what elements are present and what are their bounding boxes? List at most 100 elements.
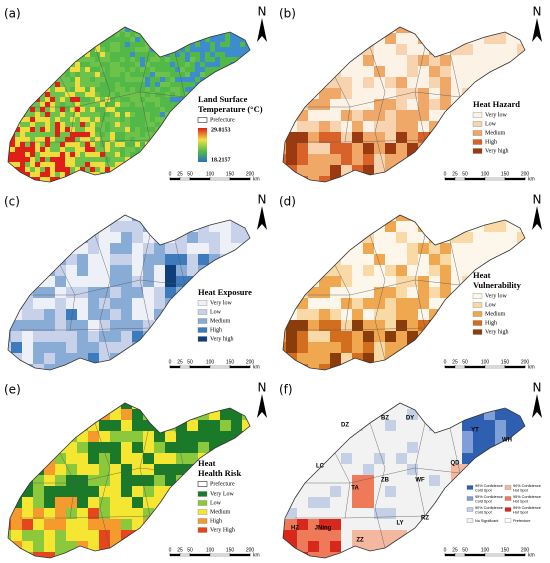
map-cell xyxy=(80,62,86,68)
map-cell xyxy=(352,33,364,45)
map-cell xyxy=(297,475,309,487)
map-cell xyxy=(363,215,375,222)
map-cell xyxy=(88,215,100,222)
map-cell xyxy=(451,66,463,78)
map-cell xyxy=(319,44,331,56)
map-cell xyxy=(175,32,181,38)
map-cell xyxy=(190,157,196,163)
north-arrow xyxy=(532,206,542,230)
map-cell xyxy=(319,132,331,144)
map-cell xyxy=(250,62,255,67)
map-cell xyxy=(176,254,188,266)
map-cell xyxy=(297,121,309,133)
map-cell xyxy=(20,57,26,63)
map-cell xyxy=(80,172,86,178)
map-cell xyxy=(110,177,116,182)
map-cell xyxy=(451,320,463,332)
map-cell xyxy=(230,27,236,33)
map-cell xyxy=(418,254,430,266)
map-cell xyxy=(55,403,67,410)
map-cell xyxy=(195,57,201,63)
map-cell xyxy=(374,132,386,144)
map-cell xyxy=(230,32,236,38)
map-cell xyxy=(8,47,11,53)
map-cell xyxy=(105,137,111,143)
map-cell xyxy=(484,27,496,34)
map-cell xyxy=(440,243,452,255)
map-cell xyxy=(20,42,26,48)
map-cell xyxy=(88,508,100,520)
legend-label: Medium xyxy=(210,509,231,515)
map-cell xyxy=(105,122,111,128)
map-cell xyxy=(125,157,131,163)
scale-unit: km xyxy=(528,176,535,182)
map-cell xyxy=(35,72,41,78)
map-cell xyxy=(110,265,122,277)
map-cell xyxy=(235,137,241,143)
map-cell xyxy=(352,486,364,498)
panel-label: (b) xyxy=(279,7,296,21)
map-cell xyxy=(242,552,250,558)
map-cell xyxy=(80,157,86,163)
map-cell xyxy=(99,353,111,365)
province-outline xyxy=(282,402,526,559)
map-cell xyxy=(231,508,243,520)
map-cell xyxy=(25,72,31,78)
map-cell xyxy=(33,276,45,288)
map-cell xyxy=(308,497,320,509)
map-cell xyxy=(363,409,375,421)
map-cell xyxy=(150,57,156,63)
map-cell xyxy=(20,137,26,143)
map-cell xyxy=(55,298,67,310)
map-cell xyxy=(30,27,36,33)
map-cell xyxy=(40,152,46,158)
map-cell xyxy=(0,117,5,122)
map-cell xyxy=(132,342,144,354)
map-cell xyxy=(135,147,141,153)
map-cell xyxy=(283,33,287,45)
map-cell xyxy=(176,309,188,321)
map-cell xyxy=(140,157,146,163)
map-cell xyxy=(429,453,441,465)
map-cell xyxy=(132,497,144,509)
map-cell xyxy=(363,320,375,332)
map-cell xyxy=(352,66,364,78)
map-cell xyxy=(341,497,353,509)
map-cell xyxy=(180,127,186,133)
map-cell xyxy=(374,420,386,432)
map-cell xyxy=(70,112,76,118)
map-cell xyxy=(40,27,46,33)
map-cell xyxy=(283,110,287,122)
map-cell xyxy=(0,152,5,157)
map-cell xyxy=(115,127,121,133)
map-cell xyxy=(55,67,61,73)
map-cell xyxy=(0,177,5,182)
map-cell xyxy=(506,221,518,233)
map-cell xyxy=(528,265,539,276)
map-cell xyxy=(85,152,91,158)
map-cell xyxy=(165,37,171,43)
map-cell xyxy=(374,176,386,182)
map-cell xyxy=(528,276,539,287)
map-cell xyxy=(70,157,76,163)
map-cell xyxy=(70,97,76,103)
map-cell xyxy=(484,44,496,56)
map-cell xyxy=(165,508,177,520)
map-cell xyxy=(135,92,141,98)
map-cell xyxy=(451,176,463,182)
map-cell xyxy=(143,442,155,454)
map-cell xyxy=(250,157,255,162)
map-cell xyxy=(80,122,86,128)
map-cell xyxy=(319,475,331,487)
map-cell xyxy=(50,137,56,143)
map-cell xyxy=(253,276,264,287)
map-cell xyxy=(105,37,111,43)
map-cell xyxy=(120,37,126,43)
map-cell xyxy=(429,431,441,443)
map-cell xyxy=(10,92,16,98)
map-cell xyxy=(319,497,331,509)
map-cell xyxy=(130,137,136,143)
map-cell xyxy=(187,298,199,310)
map-cell xyxy=(429,121,441,133)
map-cell xyxy=(10,42,16,48)
